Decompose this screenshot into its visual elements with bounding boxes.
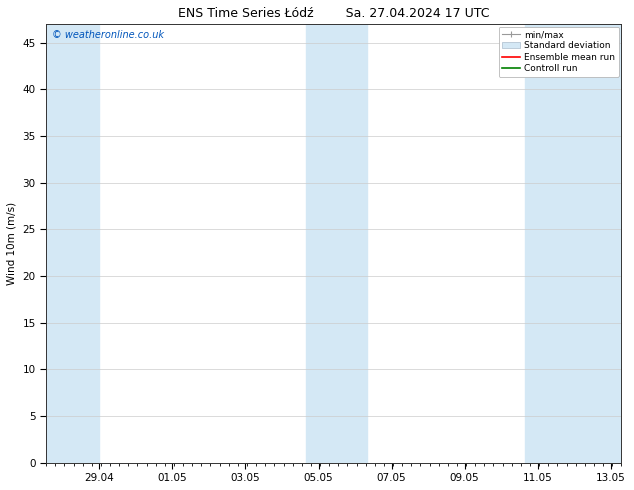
Title: ENS Time Series Łódź        Sa. 27.04.2024 17 UTC: ENS Time Series Łódź Sa. 27.04.2024 17 U… [178, 7, 489, 20]
Bar [46, 24, 100, 463]
Text: © weatheronline.co.uk: © weatheronline.co.uk [52, 30, 164, 41]
Bar [306, 24, 367, 463]
Y-axis label: Wind 10m (m/s): Wind 10m (m/s) [7, 202, 17, 285]
Legend: min/max, Standard deviation, Ensemble mean run, Controll run: min/max, Standard deviation, Ensemble me… [499, 26, 619, 76]
Bar [526, 24, 620, 463]
